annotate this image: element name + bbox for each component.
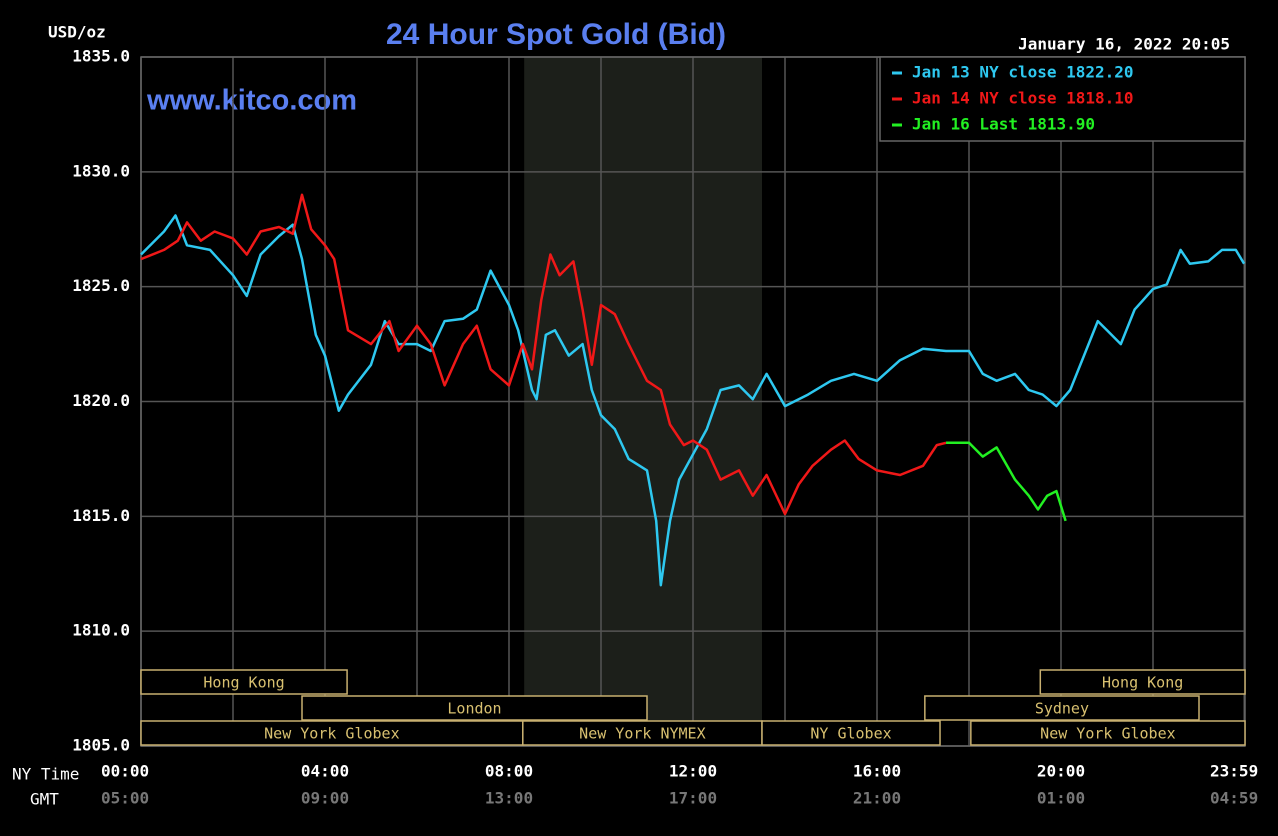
session-label: Hong Kong <box>203 674 284 692</box>
gmt-tick-label: 05:00 <box>101 789 149 808</box>
session-bar <box>140 720 524 746</box>
session-bar <box>924 695 1200 721</box>
x-tick-label: 04:00 <box>301 762 349 781</box>
series-line <box>140 193 947 516</box>
session-label: Sydney <box>1035 700 1089 718</box>
x-tick-label: 20:00 <box>1037 762 1085 781</box>
session-bar <box>1039 669 1246 695</box>
chart-title: 24 Hour Spot Gold (Bid) <box>386 18 726 51</box>
session-label: New York NYMEX <box>579 725 705 743</box>
x-row-label: NY Time <box>12 765 79 784</box>
legend-label: Jan 13 NY close 1822.20 <box>912 63 1134 82</box>
legend-label: Jan 14 NY close 1818.10 <box>912 89 1134 108</box>
gmt-tick-label: 04:59 <box>1210 789 1258 808</box>
session-label: London <box>447 700 501 718</box>
session-bar <box>761 720 941 746</box>
y-tick-label: 1835.0 <box>72 47 130 66</box>
gmt-tick-label: 17:00 <box>669 789 717 808</box>
session-label: Hong Kong <box>1102 674 1183 692</box>
y-tick-label: 1820.0 <box>72 391 130 410</box>
y-tick-label: 1825.0 <box>72 276 130 295</box>
series-line <box>140 214 1246 587</box>
gmt-tick-label: 01:00 <box>1037 789 1085 808</box>
subtitle: www.kitco.com <box>146 85 357 117</box>
y-tick-label: 1805.0 <box>72 736 130 755</box>
x-tick-label: 12:00 <box>669 762 717 781</box>
session-label: New York Globex <box>1040 725 1175 743</box>
y-tick-label: 1830.0 <box>72 161 130 180</box>
gmt-tick-label: 09:00 <box>301 789 349 808</box>
legend-label: Jan 16 Last 1813.90 <box>912 115 1095 134</box>
gmt-tick-label: 13:00 <box>485 789 533 808</box>
session-bar <box>140 669 348 695</box>
y-axis-label: USD/oz <box>48 23 106 42</box>
timestamp: January 16, 2022 20:05 <box>1018 35 1230 54</box>
x-tick-label: 23:59 <box>1210 762 1258 781</box>
y-tick-label: 1810.0 <box>72 621 130 640</box>
series-line <box>946 441 1067 522</box>
x-tick-label: 00:00 <box>101 762 149 781</box>
x-tick-label: 08:00 <box>485 762 533 781</box>
session-label: NY Globex <box>810 725 891 743</box>
gmt-tick-label: 21:00 <box>853 789 901 808</box>
session-bar <box>301 695 648 721</box>
session-label: New York Globex <box>264 725 399 743</box>
y-tick-label: 1815.0 <box>72 506 130 525</box>
plot-frame <box>140 56 1246 747</box>
x-row-label: GMT <box>30 790 59 809</box>
legend-box <box>879 56 1246 142</box>
session-bar <box>970 720 1246 746</box>
x-tick-label: 16:00 <box>853 762 901 781</box>
